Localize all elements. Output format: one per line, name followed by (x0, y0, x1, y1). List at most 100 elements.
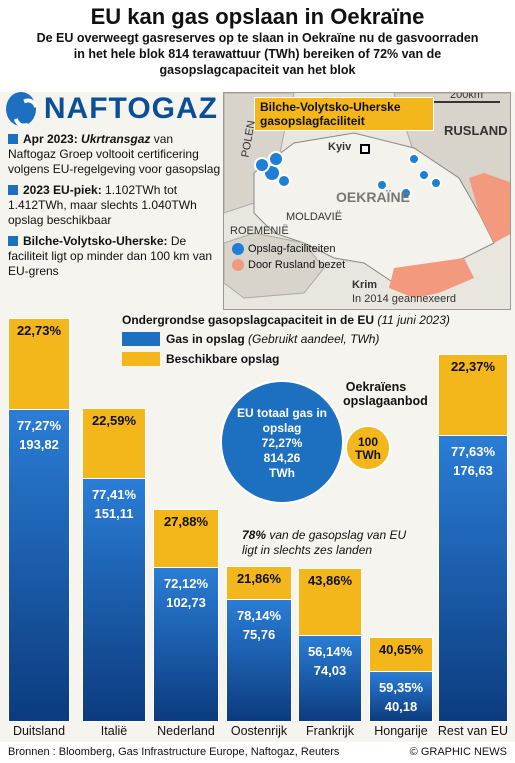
map-legend: Opslag-faciliteiten Door Rusland bezet (232, 243, 345, 275)
header: EU kan gas opslaan in Oekraïne De EU ove… (0, 0, 515, 92)
facility-label: Bilche-Volytsko-Uherske gasopslagfacilit… (254, 97, 434, 131)
naftogaz-flame-icon (6, 92, 36, 126)
fact-head-em: Ukrtransgaz (81, 132, 151, 146)
fact-text: van Naftogaz Groep voltooit certificerin… (8, 132, 221, 176)
bar-gas-in-storage: 59,35% 40,18 (369, 672, 433, 722)
fact-head: Apr 2023: (23, 132, 78, 146)
scale-label: 200km (450, 92, 484, 101)
bar-available: 22,59% (82, 408, 146, 479)
page-subtitle: De EU overweegt gasreserves op te slaan … (36, 31, 479, 77)
ukraine-map: Bilche-Volytsko-Uherske gasopslagfacilit… (223, 92, 511, 310)
label-ukraine: OEKRAÏNE (336, 189, 410, 205)
bar-twh-label: 40,18 (384, 699, 418, 714)
legend-label: Beschikbare opslag (166, 352, 280, 366)
bar-twh-label: 75,76 (242, 627, 276, 642)
bar-available: 21,86% (226, 566, 292, 600)
fact-item: 2023 EU-piek: 1.102TWh tot 1.412TWh, maa… (8, 183, 222, 228)
bar: 40,65% 59,35% 40,18 (369, 637, 433, 722)
bar-pct-label: 72,12% (163, 576, 209, 591)
label-moldova: MOLDAVIË (286, 211, 343, 223)
eu-total-twh: 814,26 (263, 451, 301, 465)
fact-text: 1.102TWh tot 1.412TWh, maar slechts 1.04… (8, 183, 197, 227)
bar: 43,86% 56,14% 74,03 (298, 568, 362, 722)
label-russia: RUSLAND (444, 123, 508, 138)
ukraine-offer-label: Oekraïens opslagaanbod (343, 380, 428, 408)
chart-title: Ondergrondse gasopslagcapaciteit in de E… (122, 313, 450, 327)
legend-available: Beschikbare opslag (122, 352, 279, 366)
bar-pct-label: 77,27% (16, 418, 62, 433)
bar-twh-label: 176,63 (453, 463, 493, 478)
bar-pct-label: 77,41% (91, 487, 137, 502)
legend-occupied: Door Rusland bezet (232, 259, 345, 271)
bar-gas-in-storage: 78,14% 75,76 (226, 600, 292, 722)
bar: 22,73% 77,27% 193,82 (8, 318, 70, 722)
legend-swatch-orange (122, 352, 160, 366)
bar-gas-in-storage: 77,27% 193,82 (8, 410, 70, 722)
legend-note: (Gebruikt aandeel, TWh) (248, 332, 380, 346)
bar: 22,59% 77,41% 151,11 (82, 408, 146, 722)
legend-label: Door Rusland bezet (248, 259, 346, 271)
fact-head: 2023 EU-piek: (23, 183, 102, 197)
bar: 22,37% 77,63% 176,63 (438, 354, 508, 722)
ukraine-offer-value: 100 (357, 435, 379, 449)
bar-twh-label: 151,11 (94, 506, 134, 521)
bar-available: 27,88% (153, 509, 219, 568)
bar-gas-in-storage: 77,63% 176,63 (438, 436, 508, 722)
ukraine-offer-unit: TWh (355, 448, 381, 462)
legend-swatch-blue (122, 332, 160, 346)
category-label: Frankrijk (306, 724, 354, 738)
bar-available: 22,73% (8, 318, 70, 410)
category-label: Italië (100, 724, 128, 738)
eu-total-unit: TWh (269, 466, 295, 480)
chart-note: 78% van de gasopslag van EU ligt in slec… (242, 528, 407, 557)
bar-twh-label: 74,03 (313, 663, 347, 678)
sources: Bronnen : Bloomberg, Gas Infrastructure … (8, 746, 340, 758)
eu-total-circle: EU totaal gas in opslag 72,27% 814,26 TW… (220, 380, 344, 504)
facts-list: Apr 2023: Ukrtransgaz van Naftogaz Groep… (8, 132, 222, 285)
page-title: EU kan gas opslaan in Oekraïne (90, 4, 425, 29)
legend-label: Opslag-faciliteiten (248, 243, 336, 255)
label-crimea-note: In 2014 geannexeerd (352, 293, 456, 305)
legend-label: Gas in opslag (166, 332, 245, 346)
storage-dot-icon (232, 243, 244, 255)
naftogaz-logo: NAFTOGAZ (6, 92, 218, 126)
square-bullet-icon (8, 185, 18, 195)
occupied-dot-icon (232, 259, 244, 271)
fact-item: Bilche-Volytsko-Uherske: De faciliteit l… (8, 234, 222, 279)
category-label: Oostenrijk (230, 724, 288, 738)
label-crimea: Krim (352, 279, 378, 291)
legend-gas-in-storage: Gas in opslag (Gebruikt aandeel, TWh) (122, 332, 379, 346)
bar-twh-label: 102,73 (166, 595, 206, 610)
ukraine-offer-circle: 100 TWh (345, 425, 391, 471)
logo-text: NAFTOGAZ (43, 92, 218, 125)
fact-text: De faciliteit ligt op minder dan 100 km … (8, 234, 213, 278)
bar-twh-label: 193,82 (19, 437, 59, 452)
category-label: Duitsland (12, 724, 66, 738)
bar-gas-in-storage: 56,14% 74,03 (298, 636, 362, 722)
map-shapes (224, 93, 510, 299)
eu-total-pct: 72,27% (261, 436, 303, 450)
bar-available: 40,65% (369, 637, 433, 672)
fact-item: Apr 2023: Ukrtransgaz van Naftogaz Groep… (8, 132, 222, 177)
bar-gas-in-storage: 72,12% 102,73 (153, 568, 219, 722)
footer: Bronnen : Bloomberg, Gas Infrastructure … (0, 742, 515, 763)
square-bullet-icon (8, 134, 18, 144)
label-kyiv: Kyiv (328, 141, 352, 153)
eu-total-label: EU totaal gas in opslag (236, 406, 328, 435)
square-bullet-icon (8, 236, 18, 246)
bar-pct-label: 56,14% (307, 644, 353, 659)
category-label: Nederland (157, 724, 215, 738)
bar-available: 43,86% (298, 568, 362, 636)
bar-pct-label: 77,63% (450, 444, 496, 459)
bar-pct-label: 78,14% (236, 608, 282, 623)
bar: 27,88% 72,12% 102,73 (153, 509, 219, 722)
fact-head: Bilche-Volytsko-Uherske: (23, 234, 168, 248)
legend-storage: Opslag-faciliteiten (232, 243, 345, 255)
bar-pct-label: 59,35% (378, 680, 424, 695)
category-label: Hongarije (374, 724, 428, 738)
bar-gas-in-storage: 77,41% 151,11 (82, 479, 146, 722)
credit: © GRAPHIC NEWS (409, 746, 507, 758)
bar-available: 22,37% (438, 354, 508, 436)
label-romania: ROEMENIË (230, 225, 289, 237)
bar: 21,86% 78,14% 75,76 (226, 566, 292, 722)
